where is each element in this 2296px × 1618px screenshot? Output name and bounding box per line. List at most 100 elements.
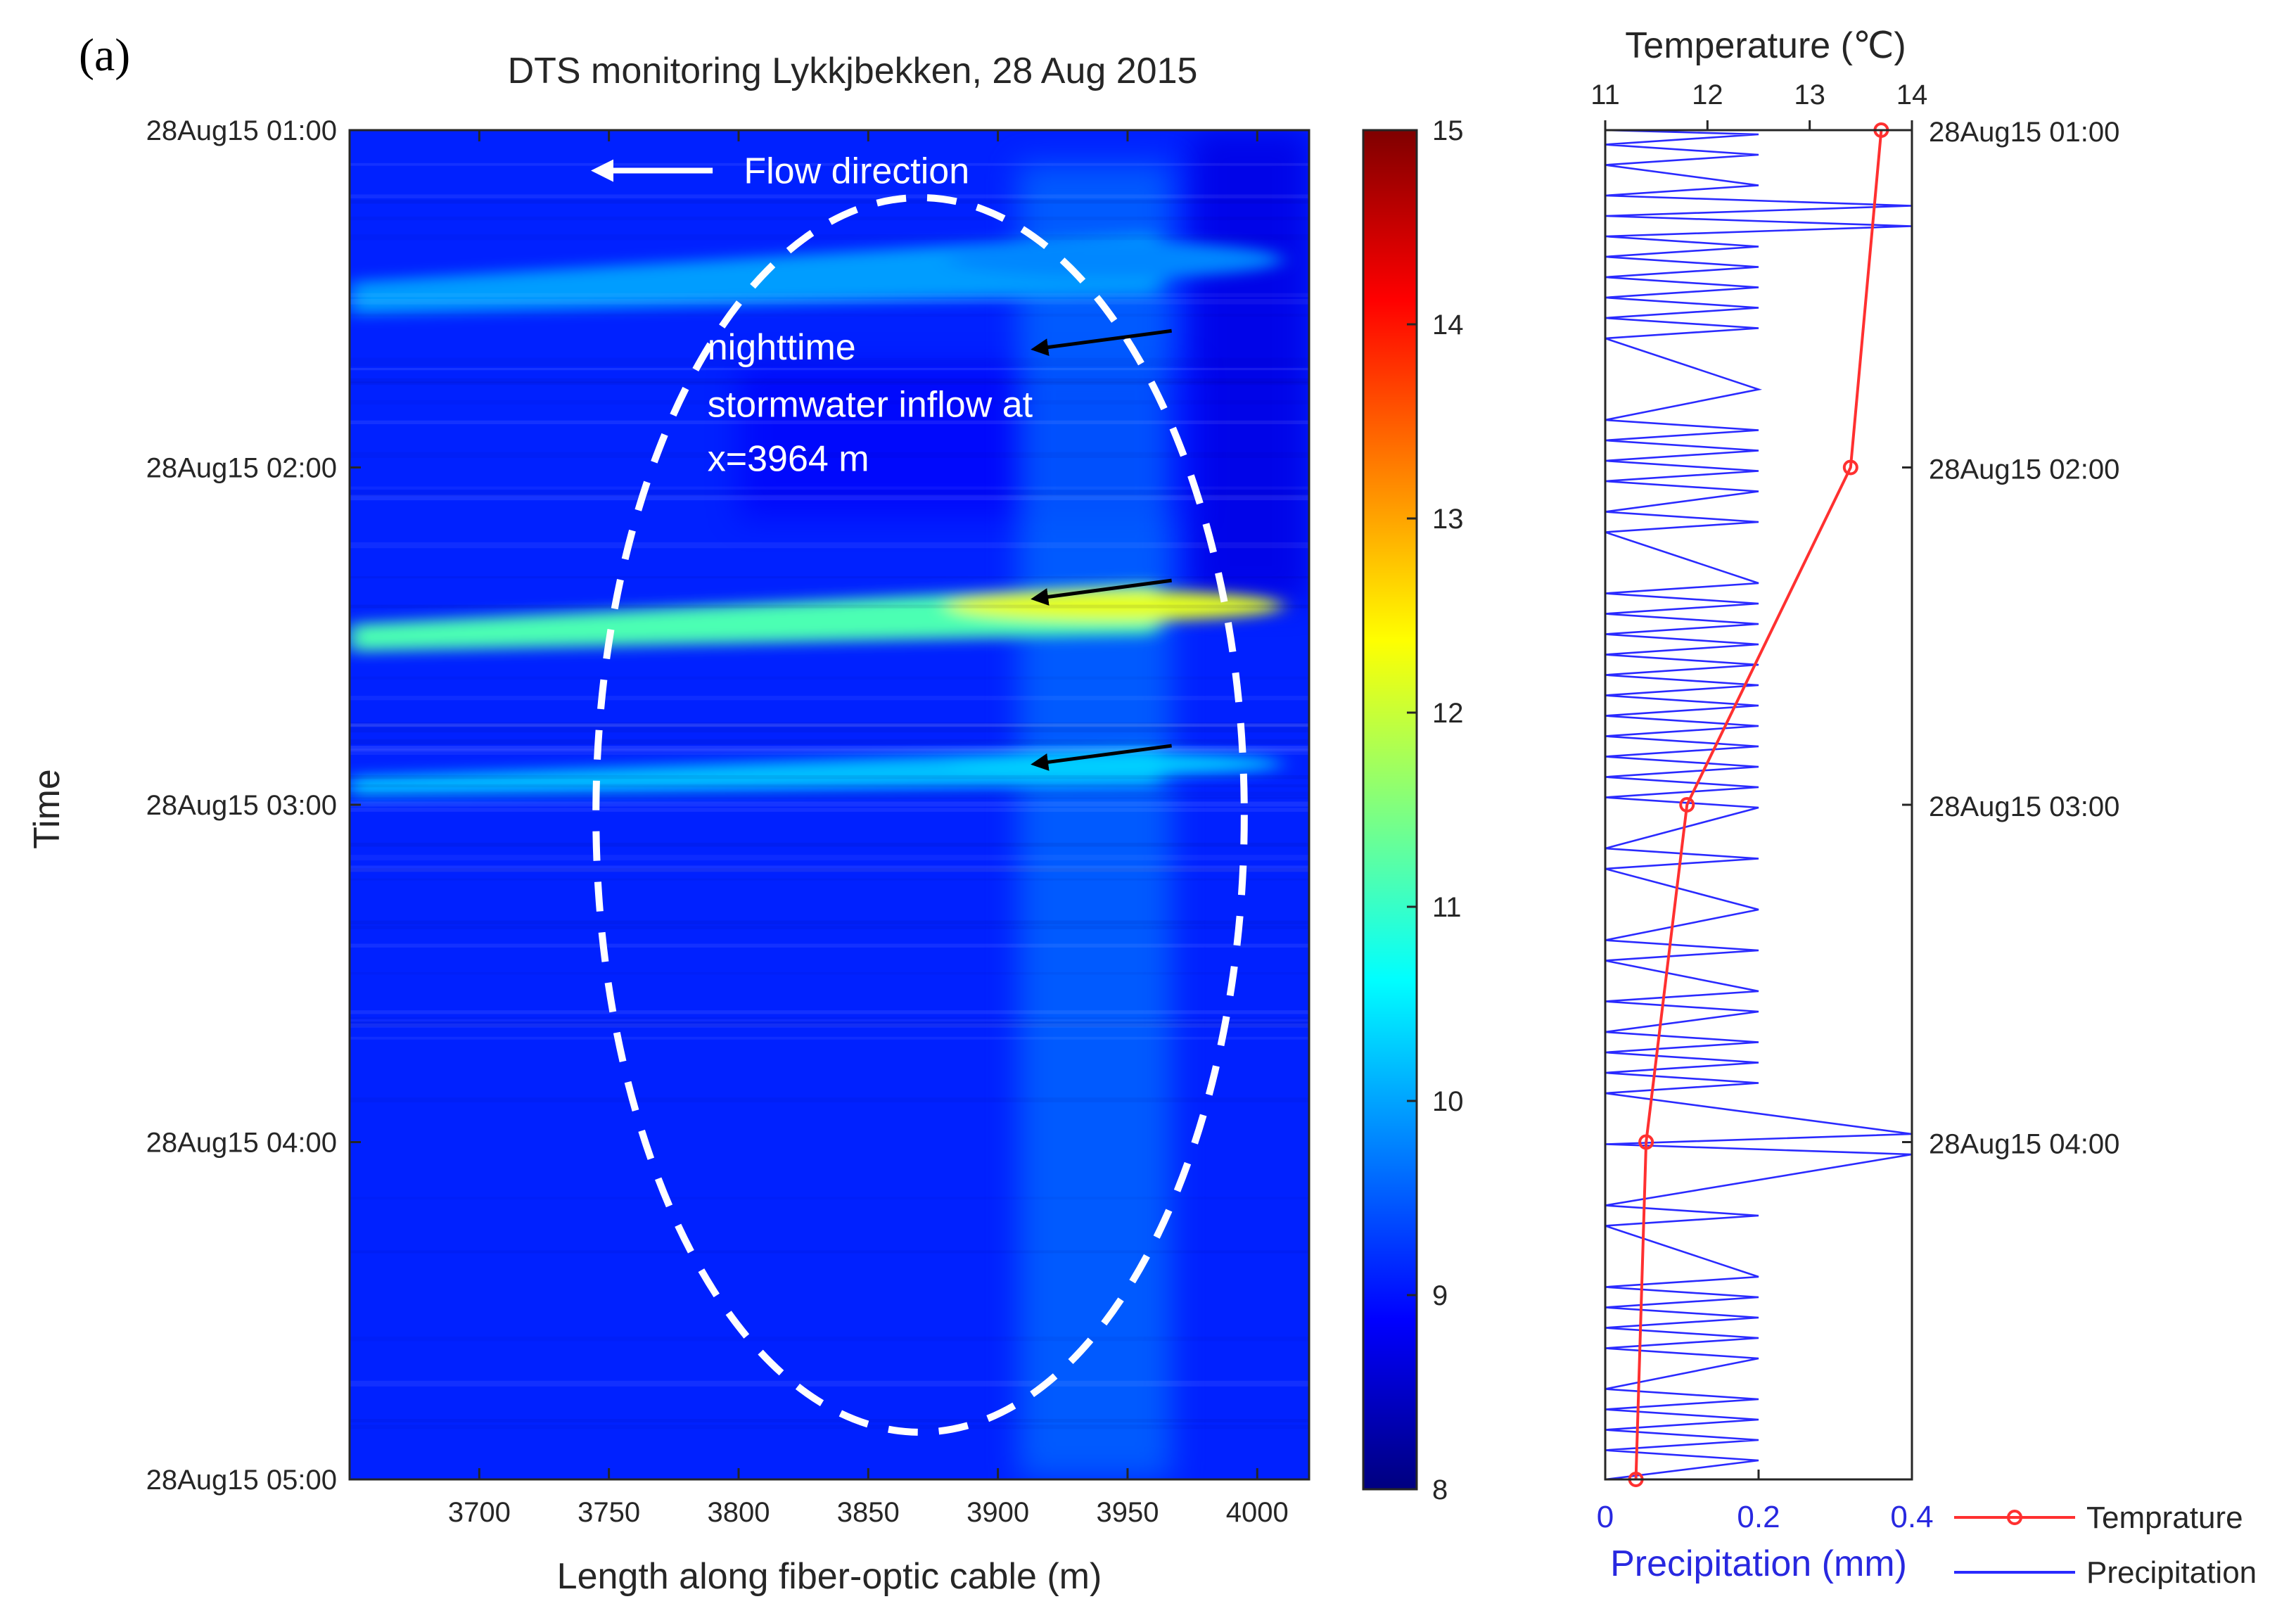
temperature-axis-label: Temperature (℃) bbox=[1625, 25, 1906, 66]
x-tick-label: 3750 bbox=[578, 1497, 640, 1528]
heatmap-texture-streak bbox=[350, 724, 1309, 727]
heatmap-title: DTS monitoring Lykkjbekken, 28 Aug 2015 bbox=[508, 51, 1198, 91]
heatmap-texture-streak bbox=[350, 878, 1309, 881]
heatmap-texture-streak bbox=[350, 676, 1309, 680]
heatmap-texture-streak bbox=[350, 784, 1309, 788]
precipitation-line bbox=[1605, 129, 1913, 1481]
heatmap-texture-streak bbox=[350, 357, 1309, 360]
heatmap-texture-streak bbox=[350, 842, 1309, 847]
colorbar-tick-label: 9 bbox=[1432, 1280, 1448, 1311]
heatmap-texture-streak bbox=[350, 313, 1309, 317]
warm-band-peak-3 bbox=[945, 241, 1284, 279]
profile-panel: Temperature (℃) 11 12 13 14 28Aug15 01:0028… bbox=[1590, 25, 2257, 1590]
inflow-label-line3: x=3964 m bbox=[708, 438, 869, 479]
heatmap-texture-streak bbox=[350, 1021, 1309, 1027]
heatmap-texture-streak bbox=[350, 490, 1309, 497]
heatmap-texture-streak bbox=[350, 920, 1309, 925]
x-tick-label: 3850 bbox=[837, 1497, 900, 1528]
heatmap-texture-streak bbox=[350, 1419, 1309, 1422]
x-tick-label: 3900 bbox=[967, 1497, 1029, 1528]
precipitation-axis: 0 0.2 0.4 bbox=[1597, 1470, 1934, 1534]
precipitation-series bbox=[1605, 129, 1913, 1481]
colorbar-tick-label: 14 bbox=[1432, 310, 1464, 340]
y-tick-label: 28Aug15 01:00 bbox=[146, 115, 337, 146]
heatmap-texture-streak bbox=[350, 576, 1309, 579]
colorbar-tick-label: 10 bbox=[1432, 1086, 1464, 1117]
precip-tick-label: 0 bbox=[1597, 1500, 1614, 1534]
heatmap-panel: DTS monitoring Lykkjbekken, 28 Aug 2015 … bbox=[27, 51, 1310, 1597]
heatmap-texture-streak bbox=[350, 1336, 1309, 1342]
heatmap-texture-streak bbox=[350, 801, 1309, 807]
temp-tick-label: 13 bbox=[1794, 79, 1825, 110]
heatmap-texture-streak bbox=[350, 542, 1309, 549]
inflow-arrow-1 bbox=[1031, 329, 1172, 357]
heatmap-texture-streak bbox=[350, 200, 1309, 204]
temperature-point-2 bbox=[1842, 459, 1858, 476]
inflow-label-line2: stormwater inflow at bbox=[708, 385, 1033, 426]
warm-band-peak-1 bbox=[945, 590, 1284, 621]
temp-tick-label: 12 bbox=[1692, 79, 1723, 110]
heatmap-texture-streak bbox=[350, 1425, 1309, 1429]
heatmap-texture-streak bbox=[350, 486, 1309, 490]
colorbar-tick-label: 15 bbox=[1432, 115, 1464, 146]
temp-tick-label: 11 bbox=[1590, 79, 1620, 110]
flow-direction-label: Flow direction bbox=[744, 151, 969, 192]
heatmap-texture-streak bbox=[350, 1017, 1309, 1020]
heatmap-texture-streak bbox=[350, 746, 1309, 751]
heatmap-texture-streak bbox=[350, 796, 1309, 799]
heatmap-texture-streak bbox=[350, 775, 1309, 779]
precip-tick-label: 0.2 bbox=[1737, 1500, 1780, 1534]
x-tick-label: 3800 bbox=[707, 1497, 770, 1528]
heatmap-texture-streak bbox=[350, 972, 1309, 975]
heatmap-texture-streak bbox=[350, 1097, 1309, 1102]
heatmap-texture-streak bbox=[350, 791, 1309, 796]
heatmap-texture-streak bbox=[350, 749, 1309, 756]
heatmap-texture-streak bbox=[350, 1250, 1309, 1254]
heatmap-y-label: Time bbox=[27, 769, 68, 849]
y-tick-label: 28Aug15 04:00 bbox=[146, 1128, 337, 1159]
heatmap-texture-streak bbox=[350, 808, 1309, 812]
heatmap-texture-streak bbox=[350, 367, 1309, 371]
heatmap-texture-streak bbox=[350, 722, 1309, 728]
colorbar-tick-label: 12 bbox=[1432, 698, 1464, 729]
x-tick-label: 3950 bbox=[1096, 1497, 1159, 1528]
panel-label: (a) bbox=[79, 30, 130, 81]
profile-time-tick-label: 28Aug15 04:00 bbox=[1929, 1129, 2119, 1160]
colorbar-gradient bbox=[1362, 129, 1418, 1491]
temperature-point-4 bbox=[1638, 1134, 1654, 1150]
colorbar-tick-label: 8 bbox=[1432, 1474, 1448, 1505]
profile-legend: Temprature Precipitation bbox=[1954, 1501, 2257, 1590]
profile-time-tick-label: 28Aug15 02:00 bbox=[1929, 454, 2119, 485]
inflow-ellipse bbox=[592, 193, 1248, 1436]
heatmap-texture-streak bbox=[350, 1010, 1309, 1014]
legend-temperature-label: Temprature bbox=[2086, 1501, 2243, 1535]
inflow-arrow-2 bbox=[1031, 578, 1172, 606]
heatmap-texture-streak bbox=[350, 194, 1309, 198]
heatmap-texture-streak bbox=[350, 696, 1309, 701]
heatmap-annotations: Flow direction nighttime stormwater infl… bbox=[591, 151, 1248, 1436]
heatmap-texture-streak bbox=[350, 1197, 1309, 1200]
colorbar-tick-label: 11 bbox=[1432, 892, 1462, 923]
heatmap-texture-streak bbox=[350, 163, 1309, 166]
heatmap-image bbox=[350, 130, 1309, 1479]
temperature-axis: 11 12 13 14 bbox=[1590, 79, 1927, 130]
temp-tick-label: 14 bbox=[1896, 79, 1928, 110]
warm-band-peak-2 bbox=[945, 753, 1284, 775]
precip-tick-label: 0.4 bbox=[1890, 1500, 1933, 1534]
heatmap-texture-streak bbox=[350, 293, 1309, 298]
inflow-label-line1: nighttime bbox=[708, 327, 856, 368]
heatmap-texture-streak bbox=[350, 865, 1309, 872]
heatmap-texture-streak bbox=[350, 1019, 1309, 1022]
colorbar: 8 9 10 11 12 13 14 15 bbox=[1362, 115, 1464, 1505]
heatmap-texture-streak bbox=[350, 855, 1309, 861]
x-tick-label: 4000 bbox=[1226, 1497, 1289, 1528]
heatmap-texture-streak bbox=[350, 452, 1309, 459]
heatmap-x-label: Length along fiber-optic cable (m) bbox=[557, 1556, 1102, 1597]
heatmap-y-axis: 28Aug15 01:00 28Aug15 02:00 28Aug15 03:00 2… bbox=[146, 115, 361, 1496]
y-tick-label: 28Aug15 02:00 bbox=[146, 453, 337, 484]
heatmap-texture-streak bbox=[350, 1036, 1309, 1040]
heatmap-texture-streak bbox=[350, 868, 1309, 872]
heatmap-texture-streak bbox=[350, 420, 1309, 425]
profile-time-tick-label: 28Aug15 03:00 bbox=[1929, 791, 2119, 822]
